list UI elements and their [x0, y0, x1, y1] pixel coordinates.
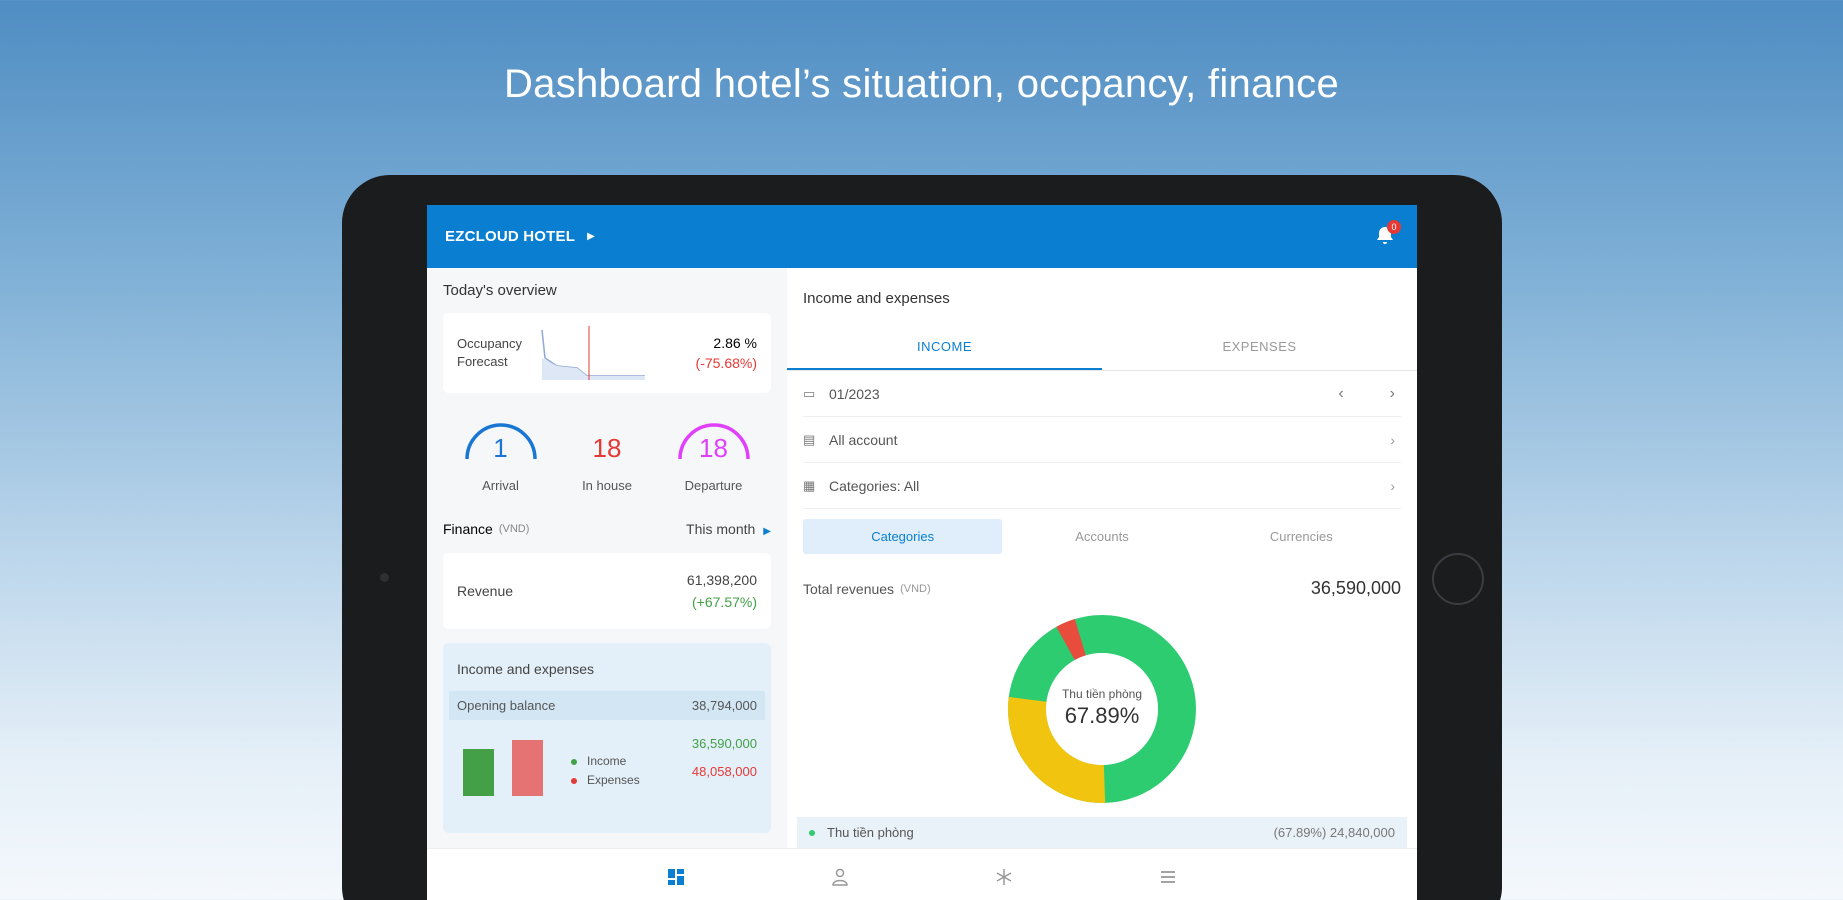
- category-dot-icon: [809, 829, 815, 836]
- period-label: This month: [686, 521, 756, 537]
- panel-title: Income and expenses: [803, 290, 950, 307]
- occupancy-label-line2: Forecast: [457, 354, 508, 369]
- notification-bell[interactable]: 0: [1373, 219, 1401, 250]
- occupancy-value: 2.86 %: [713, 335, 757, 351]
- bottom-nav: [427, 848, 1417, 900]
- chevron-right-icon: ›: [1390, 431, 1395, 448]
- tablet-frame: EZCLOUD HOTEL ▶ 0 Today's overview Occup…: [342, 175, 1502, 900]
- chevron-right-icon: ›: [1390, 477, 1395, 494]
- categories-filter[interactable]: ▦ Categories: All ›: [803, 463, 1401, 509]
- donut-center-percent: 67.89%: [1064, 703, 1140, 728]
- segment-accounts[interactable]: Accounts: [1075, 529, 1129, 544]
- segment-control: Categories Accounts Currencies: [803, 519, 1401, 554]
- segment-categories[interactable]: Categories: [803, 519, 1003, 554]
- total-unit: (VND): [900, 582, 931, 595]
- expenses-dot-icon: [571, 777, 577, 784]
- inhouse-label: In house: [582, 478, 632, 493]
- total-revenues-row: Total revenues (VND) 36,590,000: [803, 578, 1401, 599]
- snowflake-icon: [996, 869, 1012, 885]
- finance-unit: (VND): [498, 523, 530, 535]
- tab-bar: INCOME EXPENSES: [787, 325, 1417, 371]
- income-expenses-title: Income and expenses: [457, 661, 594, 677]
- income-expenses-bars: [457, 730, 543, 796]
- occupancy-change: (-75.68%): [695, 355, 757, 371]
- month-value: 01/2023: [829, 385, 880, 402]
- departure-gauge[interactable]: 18 Departure: [666, 415, 761, 493]
- menu-icon: [1161, 871, 1175, 883]
- tab-income[interactable]: INCOME: [787, 325, 1102, 370]
- nav-guests[interactable]: [823, 860, 857, 894]
- legend-income: Income: [587, 754, 627, 768]
- income-bar: [463, 749, 494, 796]
- revenue-change: (+67.57%): [692, 594, 757, 610]
- inhouse-count: 18: [592, 433, 622, 463]
- month-filter: ▭ 01/2023 ‹ ›: [803, 371, 1401, 417]
- legend-expenses: Expenses: [587, 773, 640, 787]
- nav-housekeeping[interactable]: [987, 860, 1021, 894]
- category-icon: ▦: [803, 477, 816, 493]
- caret-right-icon[interactable]: ▶: [587, 231, 595, 242]
- income-expenses-legend: Income Expenses: [571, 752, 640, 796]
- expenses-bar: [512, 740, 543, 796]
- occupancy-card[interactable]: Occupancy Forecast 2.86 % (-75.68%): [443, 313, 771, 393]
- camera-dot: [380, 573, 389, 582]
- expenses-value: 48,058,000: [691, 764, 757, 779]
- period-selector[interactable]: This month ▶: [686, 521, 771, 537]
- wallet-icon: ▤: [803, 431, 816, 447]
- categories-value: Categories: All: [829, 477, 920, 494]
- departure-label: Departure: [684, 478, 743, 493]
- account-value: All account: [829, 431, 898, 448]
- income-expenses-card[interactable]: Income and expenses Opening balance 38,7…: [443, 643, 771, 833]
- category-list-item[interactable]: Thu tiền phòng (67.89%) 24,840,000: [797, 817, 1407, 848]
- finance-header: Finance (VND) This month ▶: [443, 521, 771, 537]
- arrival-label: Arrival: [482, 478, 519, 493]
- arrival-count: 1: [493, 433, 508, 463]
- home-button[interactable]: [1432, 553, 1484, 605]
- app-bar: EZCLOUD HOTEL ▶ 0: [427, 205, 1417, 268]
- finance-title: Finance: [443, 521, 493, 537]
- donut-center-name: Thu tiền phòng: [1061, 687, 1143, 701]
- account-filter[interactable]: ▤ All account ›: [803, 417, 1401, 463]
- arrival-arc: [464, 423, 537, 460]
- revenue-card[interactable]: Revenue 61,398,200 (+67.57%): [443, 553, 771, 629]
- dashboard-icon: [668, 869, 684, 885]
- person-icon: [832, 868, 848, 886]
- overview-title: Today's overview: [443, 282, 557, 299]
- revenue-value: 61,398,200: [686, 572, 757, 588]
- total-label: Total revenues: [803, 580, 895, 597]
- revenue-label: Revenue: [457, 583, 514, 599]
- opening-balance-label: Opening balance: [457, 698, 556, 713]
- total-value: 36,590,000: [1310, 578, 1401, 598]
- arrival-gauge[interactable]: 1 Arrival: [453, 415, 548, 493]
- caret-right-icon: ▶: [763, 526, 771, 537]
- app-screen: EZCLOUD HOTEL ▶ 0 Today's overview Occup…: [427, 205, 1417, 900]
- occupancy-label: Occupancy Forecast: [457, 335, 537, 371]
- overview-panel: Today's overview Occupancy Forecast 2.86…: [427, 268, 787, 848]
- income-dot-icon: [571, 758, 577, 765]
- revenue-donut[interactable]: Thu tiền phòng 67.89%: [1002, 609, 1202, 809]
- opening-balance-value: 38,794,000: [691, 698, 757, 713]
- segment-currencies[interactable]: Currencies: [1269, 529, 1333, 544]
- inhouse-gauge[interactable]: 18 In house: [560, 415, 655, 493]
- occupancy-label-line1: Occupancy: [457, 336, 523, 351]
- notification-badge: 0: [1387, 219, 1401, 234]
- calendar-icon: ▭: [803, 385, 816, 401]
- next-month-button[interactable]: ›: [1389, 384, 1395, 402]
- gauges-row: 1 Arrival 18 In house 18 Departure: [443, 393, 771, 493]
- donut-chart: [1008, 615, 1196, 803]
- tab-expenses[interactable]: EXPENSES: [1222, 339, 1297, 354]
- prev-month-button[interactable]: ‹: [1338, 384, 1344, 402]
- departure-arc: [677, 423, 750, 460]
- nav-menu[interactable]: [1151, 860, 1185, 894]
- income-expenses-panel: Income and expenses INCOME EXPENSES ▭ 01…: [787, 268, 1417, 848]
- category-name: Thu tiền phòng: [827, 825, 914, 840]
- income-value: 36,590,000: [691, 736, 757, 751]
- departure-count: 18: [699, 433, 728, 463]
- opening-balance-row: Opening balance 38,794,000: [449, 691, 765, 720]
- nav-dashboard[interactable]: [659, 860, 693, 894]
- hotel-name[interactable]: EZCLOUD HOTEL: [445, 228, 576, 245]
- page-headline: Dashboard hotel’s situation, occpancy, f…: [503, 62, 1340, 106]
- category-amount: (67.89%) 24,840,000: [1273, 825, 1395, 840]
- occupancy-sparkline: [541, 326, 645, 380]
